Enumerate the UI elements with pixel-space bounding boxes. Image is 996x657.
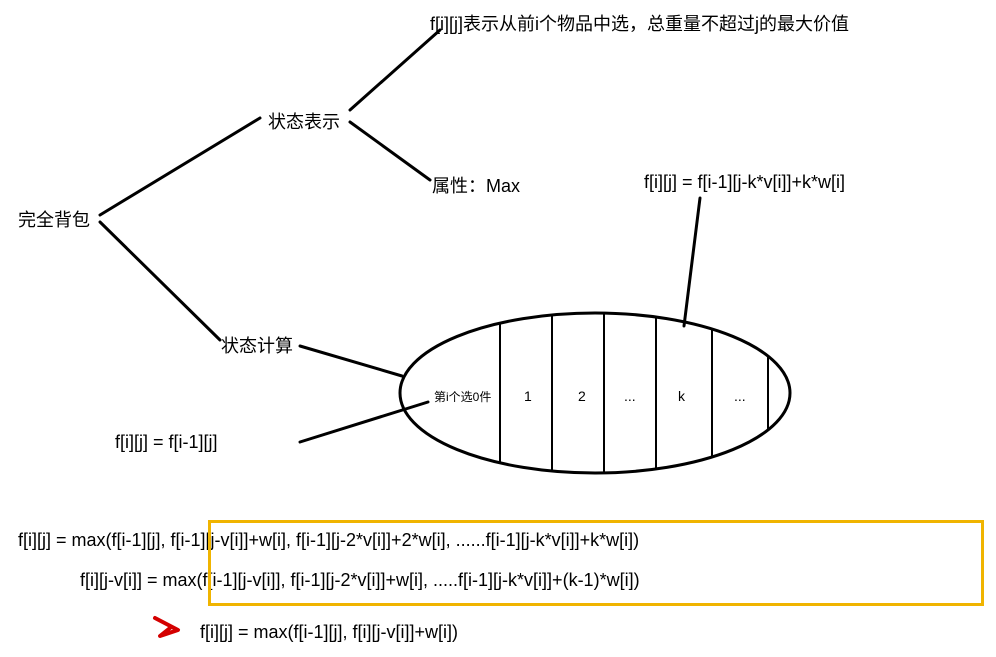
node-formula-k: f[i][j] = f[i-1][j-k*v[i]]+k*w[i] (644, 172, 845, 193)
ellipse-cell-1: 1 (524, 388, 532, 404)
ellipse-cell-0: 第i个选0件 (434, 388, 491, 405)
node-formula-0: f[i][j] = f[i-1][j] (115, 432, 218, 453)
node-root: 完全背包 (18, 206, 90, 232)
node-attribute: 属性：Max (432, 172, 520, 198)
ellipse-cell-dots2: ... (734, 388, 746, 404)
equation-3: f[i][j] = max(f[i-1][j], f[i][j-v[i]]+w[… (200, 622, 458, 643)
node-state-calc: 状态计算 (221, 332, 293, 358)
ellipse-cell-2: 2 (578, 388, 586, 404)
ellipse-cell-dots1: ... (624, 388, 636, 404)
node-state-rep: 状态表示 (268, 108, 340, 134)
highlight-box (208, 520, 984, 606)
diagram-stage: 完全背包 状态表示 f[i][j]表示从前i个物品中选，总重量不超过j的最大价值… (0, 0, 996, 657)
node-definition: f[i][j]表示从前i个物品中选，总重量不超过j的最大价值 (430, 10, 849, 36)
ellipse-cell-k: k (678, 388, 685, 404)
